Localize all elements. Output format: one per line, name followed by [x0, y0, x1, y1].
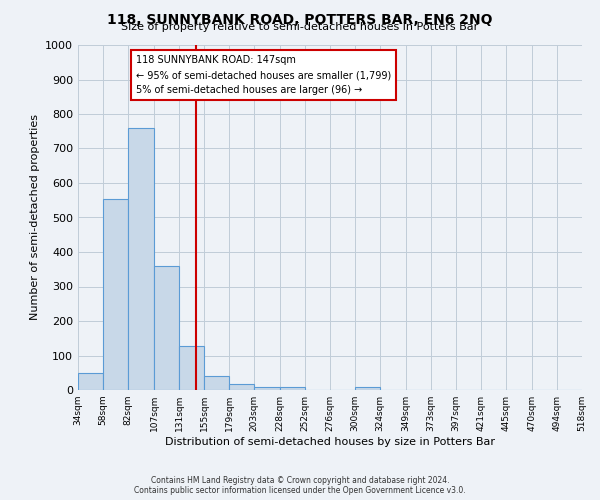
- Text: Size of property relative to semi-detached houses in Potters Bar: Size of property relative to semi-detach…: [121, 22, 479, 32]
- X-axis label: Distribution of semi-detached houses by size in Potters Bar: Distribution of semi-detached houses by …: [165, 437, 495, 447]
- Bar: [280, 387, 305, 390]
- Y-axis label: Number of semi-detached properties: Number of semi-detached properties: [29, 114, 40, 320]
- Bar: [204, 376, 229, 390]
- Bar: [355, 387, 380, 390]
- Bar: [103, 198, 128, 390]
- Bar: [179, 346, 204, 390]
- Bar: [254, 387, 280, 390]
- Text: 118, SUNNYBANK ROAD, POTTERS BAR, EN6 2NQ: 118, SUNNYBANK ROAD, POTTERS BAR, EN6 2N…: [107, 12, 493, 26]
- Text: 118 SUNNYBANK ROAD: 147sqm
← 95% of semi-detached houses are smaller (1,799)
5% : 118 SUNNYBANK ROAD: 147sqm ← 95% of semi…: [136, 56, 392, 95]
- Bar: [128, 128, 154, 390]
- Bar: [229, 384, 254, 390]
- Bar: [78, 373, 103, 390]
- Text: Contains HM Land Registry data © Crown copyright and database right 2024.
Contai: Contains HM Land Registry data © Crown c…: [134, 476, 466, 495]
- Bar: [154, 266, 179, 390]
